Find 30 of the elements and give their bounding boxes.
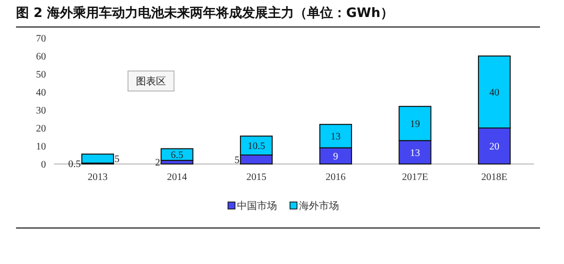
data-label: 10.5 xyxy=(248,141,266,152)
annotation: 图表区 xyxy=(136,76,166,88)
data-label: 13 xyxy=(330,132,341,143)
data-label: 5 xyxy=(234,155,240,166)
y-tick-label: 30 xyxy=(36,106,46,116)
y-tick-label: 40 xyxy=(36,88,46,98)
data-label: 19 xyxy=(410,119,420,130)
x-tick-label: 2013 xyxy=(88,172,108,183)
data-label: 13 xyxy=(410,148,420,159)
data-label: 5 xyxy=(114,154,120,166)
data-label: 0.5 xyxy=(68,159,81,170)
data-label: 6.5 xyxy=(170,150,184,162)
data-label: 9 xyxy=(333,151,338,162)
y-tick-label: 10 xyxy=(36,142,46,152)
y-tick-label: 70 xyxy=(36,34,46,44)
x-tick-label: 2014 xyxy=(167,172,187,183)
data-label: 2 xyxy=(155,158,160,169)
y-tick-label: 50 xyxy=(36,70,46,80)
data-label: 40 xyxy=(489,88,500,98)
x-tick-label: 2016 xyxy=(326,172,346,183)
x-tick-label: 2018E xyxy=(481,172,508,183)
chart-title: 图 2 海外乘用车动力电池未来两年将成发展主力（单位：GWh） xyxy=(16,5,394,21)
y-tick-label: 0 xyxy=(41,160,46,170)
legend-label: 海外市场 xyxy=(299,200,339,212)
x-tick-label: 2017E xyxy=(402,172,428,183)
y-tick-label: 60 xyxy=(36,52,46,62)
x-tick-label: 2015 xyxy=(246,172,266,183)
y-tick-label: 20 xyxy=(36,124,46,134)
data-label: 20 xyxy=(489,142,500,152)
legend-label: 中国市场 xyxy=(237,200,277,212)
